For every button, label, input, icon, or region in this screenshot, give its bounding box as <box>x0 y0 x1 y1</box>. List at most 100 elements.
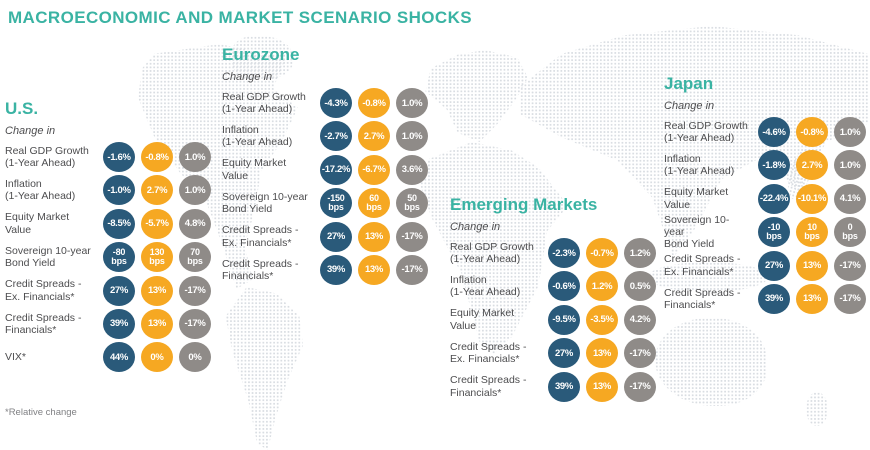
indicator-label: Sovereign 10-year Bond Yield <box>222 191 314 216</box>
indicator-label-line: Ex. Financials* <box>5 290 75 303</box>
shock-value: 1.0% <box>184 184 206 196</box>
shock-value-circle: 13% <box>141 308 173 339</box>
indicator-row: VIX* 44% 0% 0% <box>5 342 211 373</box>
indicator-row: Sovereign 10-year Bond Yield -150 bps 60 bps 5… <box>222 188 428 219</box>
indicator-label: Credit Spreads - Ex. Financials* <box>5 278 97 303</box>
shock-value: 1.2% <box>629 247 651 259</box>
indicator-label: Equity Market Value <box>450 307 542 332</box>
indicator-label-line: (1-Year Ahead) <box>450 253 521 265</box>
indicator-label: Equity Market Value <box>664 186 752 211</box>
shock-value: -0.8% <box>800 126 824 138</box>
indicator-row: Equity Market Value -8.5% -5.7% 4.8% <box>5 208 211 239</box>
indicator-label-line: Credit Spreads - <box>5 311 82 324</box>
indicator-label: Inflation (1-Year Ahead) <box>222 124 314 149</box>
shock-value: -17.2% <box>321 164 351 176</box>
indicator-label-line: Credit Spreads - <box>450 374 527 387</box>
indicator-row: Equity Market Value -9.5% -3.5% 4.2% <box>450 304 656 335</box>
indicator-row: Inflation (1-Year Ahead) -0.6% 1.2% 0.5% <box>450 271 656 302</box>
indicator-label-line: (1-Year Ahead) <box>5 157 76 169</box>
shock-value: -1.8% <box>762 159 786 171</box>
indicator-label-line: Real GDP Growth <box>664 119 748 132</box>
shock-value-circle: 1.0% <box>396 121 428 152</box>
shock-value-circle: 0 bps <box>834 217 866 248</box>
shock-value-circle: -1.8% <box>758 150 790 181</box>
shock-value-line: bps <box>111 256 127 267</box>
shock-value: -0.8% <box>362 97 386 109</box>
indicator-label-line: (1-Year Ahead) <box>222 103 293 115</box>
indicator-row: Credit Spreads - Ex. Financials* 27% 13% -17… <box>5 275 211 306</box>
indicator-label-line: Equity Market <box>664 186 729 199</box>
indicator-label-line: Financials* <box>664 298 716 311</box>
shock-value: -0.7% <box>590 247 614 259</box>
shock-value-circle: -0.7% <box>586 238 618 268</box>
shock-value-line: 70 <box>190 246 200 257</box>
indicator-label: Credit Spreads - Financials* <box>664 287 752 312</box>
shock-value: 39% <box>109 318 129 330</box>
shock-value: -2.3% <box>552 247 576 259</box>
shock-value: -4.6% <box>762 126 786 138</box>
shock-value-circle: 27% <box>320 221 352 252</box>
shock-value-circle: 10 bps <box>796 217 828 248</box>
shock-value-line: 60 <box>369 192 379 203</box>
shock-value-circle: -0.8% <box>141 142 173 172</box>
shock-value-circle: 13% <box>586 338 618 369</box>
shock-value: 1.0% <box>839 159 861 171</box>
change-in-label: Change in <box>222 71 273 83</box>
shock-value-circle: 0% <box>141 342 173 373</box>
shock-value-line: bps <box>842 231 858 242</box>
shock-value: 3.6% <box>401 164 423 176</box>
indicator-label-line: (1-Year Ahead) <box>664 165 735 178</box>
indicator-label: Equity Market Value <box>222 157 314 182</box>
shock-value-circle: -150 bps <box>320 188 352 219</box>
indicator-label-line: Sovereign 10-year <box>664 213 730 238</box>
indicator-label-line: Value <box>222 169 249 182</box>
shock-value: -8.5% <box>107 218 131 230</box>
indicator-label: Sovereign 10-year Bond Yield <box>5 245 97 270</box>
shock-value: 13% <box>147 318 167 330</box>
indicator-label-line: Value <box>664 198 691 211</box>
indicator-label-line: Inflation <box>5 178 42 191</box>
region-emerging-markets: Emerging Markets Change in Real GDP Growth… <box>450 195 656 405</box>
shock-value-circle: 70 bps <box>179 242 211 273</box>
shock-value-circle: -4.6% <box>758 117 790 147</box>
shock-value: 13% <box>364 264 384 276</box>
indicator-label-line: Credit Spreads - <box>664 286 741 299</box>
shock-value-circle: 1.2% <box>624 238 656 268</box>
shock-value: -4.3% <box>324 97 348 109</box>
indicator-label: Inflation (1-Year Ahead) <box>5 178 97 203</box>
shock-value-circle: 2.7% <box>796 150 828 181</box>
shock-value: 1.0% <box>839 126 861 138</box>
shock-value: -0.6% <box>552 280 576 292</box>
shock-value-circle: 27% <box>758 250 790 281</box>
shock-value-line: bps <box>804 231 820 242</box>
shock-value-circle: -2.3% <box>548 238 580 268</box>
shock-value-circle: -80 bps <box>103 242 135 273</box>
shock-value-line: 10 <box>807 221 817 232</box>
shock-value: -2.7% <box>324 130 348 142</box>
shock-value: -5.7% <box>145 218 169 230</box>
shock-value: -6.7% <box>362 164 386 176</box>
shock-value-circle: -3.5% <box>586 304 618 335</box>
indicator-label-line: Bond Yield <box>664 238 715 251</box>
shock-value: 39% <box>326 264 346 276</box>
shock-value: 1.0% <box>401 130 423 142</box>
map-dots-indonesia <box>648 262 768 292</box>
indicator-label-line: Credit Spreads - <box>664 253 741 266</box>
shock-value-circle: -22.4% <box>758 183 790 214</box>
indicator-label-line: Bond Yield <box>5 257 56 270</box>
footnote: *Relative change <box>5 407 77 418</box>
shock-value-circle: -9.5% <box>548 304 580 335</box>
indicator-row: Inflation (1-Year Ahead) -2.7% 2.7% 1.0% <box>222 121 428 152</box>
shock-value-circle: 4.8% <box>179 208 211 239</box>
indicator-label: Inflation (1-Year Ahead) <box>450 274 542 299</box>
shock-value: 27% <box>554 347 574 359</box>
shock-value-circle: -17% <box>396 221 428 252</box>
shock-value-line: -80 <box>112 246 126 257</box>
shock-value: -17% <box>839 260 861 272</box>
indicator-label-line: Inflation <box>450 274 487 287</box>
shock-value: 13% <box>802 293 822 305</box>
shock-value: 13% <box>592 381 612 393</box>
indicator-label: Inflation (1-Year Ahead) <box>664 153 752 178</box>
shock-value-circle: -17% <box>179 308 211 339</box>
